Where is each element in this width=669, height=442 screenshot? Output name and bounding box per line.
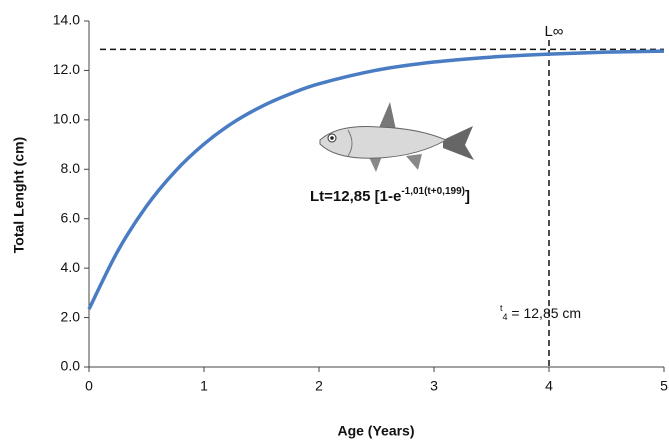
age-annotation-rest: = 12,85 cm bbox=[508, 305, 582, 321]
x-tick-label: 2 bbox=[315, 378, 323, 394]
x-tick-label: 1 bbox=[200, 378, 208, 394]
y-tick-label: 12.0 bbox=[53, 61, 80, 77]
y-axis-label: Total Lenght (cm) bbox=[11, 137, 27, 253]
formula: Lt=12,85 [1-e-1,01(t+0,199)] bbox=[310, 186, 470, 205]
x-tick-label: 0 bbox=[85, 378, 93, 394]
y-tick-label: 10.0 bbox=[53, 111, 80, 127]
y-tick-label: 4.0 bbox=[61, 259, 81, 275]
formula-close: ] bbox=[465, 188, 470, 205]
formula-exponent: -1,01(t+0,199) bbox=[401, 186, 465, 197]
y-tick-label: 6.0 bbox=[61, 209, 81, 225]
x-axis-label: Age (Years) bbox=[337, 423, 414, 439]
age-annotation-sub: 4 bbox=[503, 312, 508, 322]
y-tick-label: 2.0 bbox=[61, 308, 81, 324]
age-annotation: t4 = 12,85 cm bbox=[500, 303, 581, 322]
formula-main: Lt=12,85 [1-e bbox=[310, 188, 401, 205]
age-annotation-t: t bbox=[500, 303, 503, 313]
y-tick-label: 8.0 bbox=[61, 160, 81, 176]
asymptote-label: L∞ bbox=[544, 23, 563, 40]
growth-curve bbox=[87, 49, 665, 310]
x-tick-label: 4 bbox=[545, 378, 553, 394]
y-tick-label: 14.0 bbox=[53, 12, 80, 28]
x-tick-label: 3 bbox=[430, 378, 438, 394]
x-tick-label: 5 bbox=[660, 378, 668, 394]
fish-illustration bbox=[319, 102, 474, 172]
y-tick-label: 0.0 bbox=[61, 358, 81, 374]
